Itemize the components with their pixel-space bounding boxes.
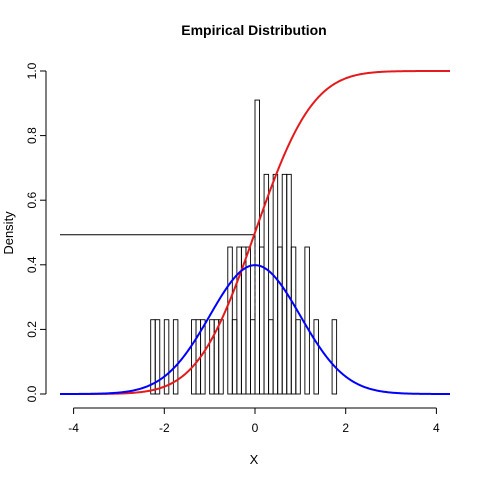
x-axis-label: X: [250, 452, 259, 467]
x-tick-label: 4: [433, 421, 440, 435]
x-tick-label: -2: [159, 421, 170, 435]
histogram-bar: [331, 319, 338, 395]
y-tick-label: 0.0: [25, 385, 39, 402]
y-tick-label: 0.2: [25, 321, 39, 338]
y-tick-label: 1.0: [25, 62, 39, 79]
y-tick-label: 0.8: [25, 127, 39, 144]
plot-area: -4 -2 0 2 4 0.0 0.2 0.4 0.6 0.8 1.0: [25, 62, 450, 435]
histogram-bar: [172, 319, 179, 395]
x-tick-label: 0: [252, 421, 259, 435]
y-axis-label: Density: [1, 211, 16, 255]
histogram-bar: [263, 173, 270, 395]
histogram-bar: [313, 319, 319, 395]
histogram-bar: [154, 319, 161, 395]
x-tick-label: -4: [68, 421, 79, 435]
histogram-bar: [295, 319, 301, 395]
chart-title: Empirical Distribution: [181, 22, 326, 38]
pdf-curve-blue: [60, 264, 450, 395]
x-tick-label: 2: [342, 421, 349, 435]
y-tick-label: 0.4: [25, 256, 39, 273]
histogram-bar: [163, 319, 170, 395]
y-tick-label: 0.6: [25, 192, 39, 209]
histogram-bar: [304, 246, 310, 395]
cdf-curve-red: [60, 70, 450, 395]
